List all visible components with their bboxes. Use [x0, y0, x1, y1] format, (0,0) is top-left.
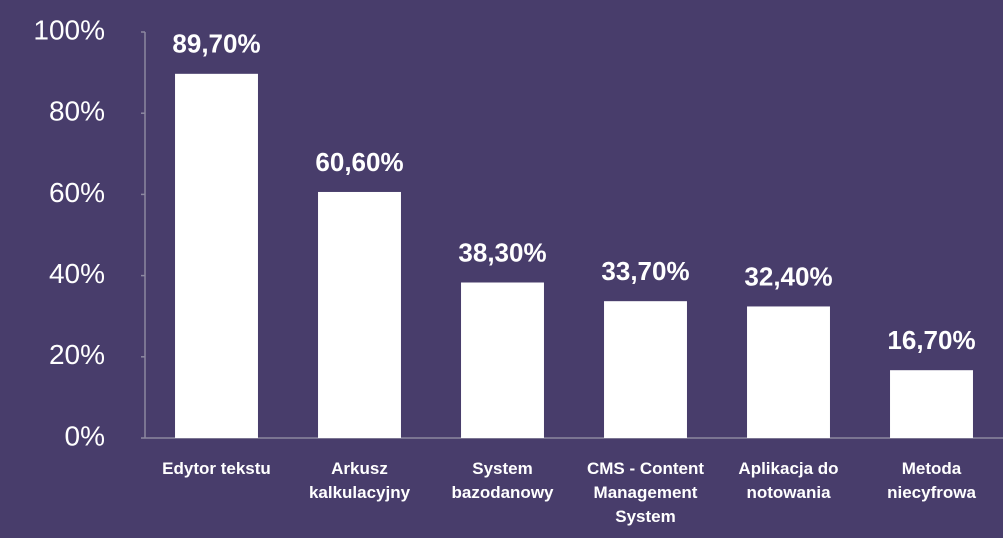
y-tick-label: 0%	[65, 420, 105, 451]
x-tick-label: System bazodanowy	[451, 459, 554, 502]
y-tick-label: 80%	[49, 96, 105, 127]
bar	[747, 306, 830, 438]
x-tick-label: Edytor tekstu	[162, 459, 271, 478]
y-tick-label: 40%	[49, 258, 105, 289]
y-tick-label: 20%	[49, 339, 105, 370]
bar	[318, 191, 401, 438]
data-label: 32,40%	[744, 261, 832, 291]
data-label: 33,70%	[601, 256, 689, 286]
bar	[890, 370, 973, 438]
data-label: 38,30%	[458, 237, 546, 267]
data-label: 89,70%	[172, 29, 260, 59]
x-tick-label: Arkusz kalkulacyjny	[309, 459, 411, 502]
x-tick-label: Metoda niecyfrowa	[887, 459, 976, 502]
data-label: 16,70%	[887, 325, 975, 355]
bar	[175, 73, 258, 439]
bar	[604, 301, 687, 438]
y-tick-label: 60%	[49, 177, 105, 208]
bar	[461, 282, 544, 438]
x-tick-label: Aplikacja do notowania	[738, 459, 838, 502]
y-tick-label: 100%	[33, 14, 105, 45]
data-label: 60,60%	[315, 147, 403, 177]
x-tick-label: CMS - Content Management System	[587, 459, 704, 526]
